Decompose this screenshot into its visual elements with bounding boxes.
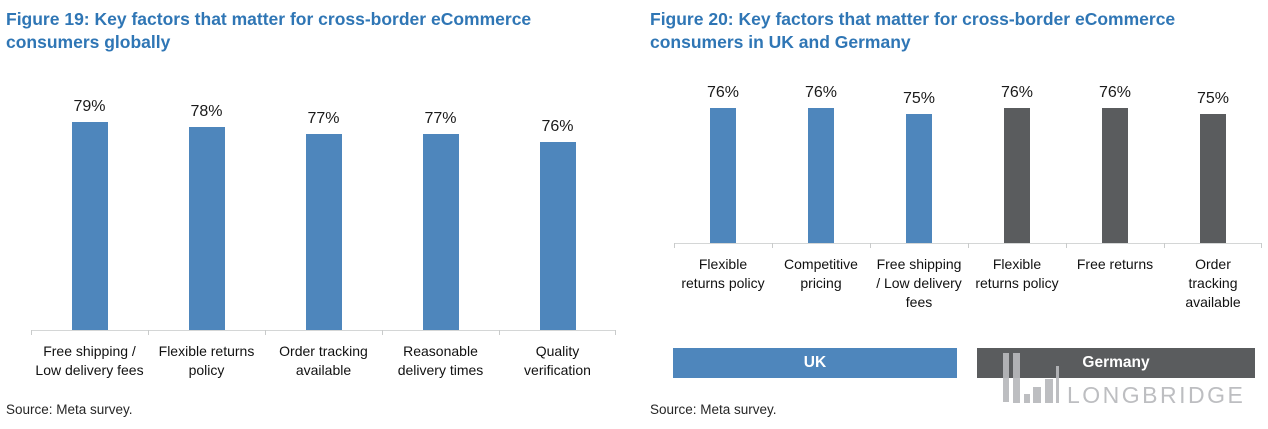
figure20-bar-chart: 76% 76% 75% 76% 76% 75% [674,84,1262,248]
bar-slot: 77% [382,98,499,330]
bar-value-label: 79% [73,98,106,115]
figure20-title: Figure 20: Key factors that matter for c… [650,9,1176,52]
category-label-line: Competitive [784,256,858,272]
category-label: Competitive pricing [772,255,870,312]
figure20-category-labels: Flexible returns policy Competitive pricing… [674,244,1262,312]
bar-reasonable-delivery-times [422,134,459,330]
figure19-bar-chart: 79% 78% 77% 77% 76% [31,98,616,335]
category-label: Quality verification [499,342,616,380]
figure19-title: Figure 19: Key factors that matter for c… [6,9,532,52]
bar-slot: 75% [1164,84,1262,243]
axis-tick [674,243,675,248]
category-label: Order tracking available [265,342,382,380]
category-label-line: returns policy [975,275,1059,291]
legend-germany: Germany [977,348,1255,378]
bar-order-tracking-available [305,134,342,330]
axis-tick [31,330,32,335]
category-label: Free shipping / Low delivery fees [31,342,148,380]
category-label-line: Order tracking [279,343,368,359]
bar-slot: 76% [499,98,616,330]
category-label-line: Free shipping [876,256,962,272]
bar-slot: 76% [1066,84,1164,243]
bar-slot: 76% [772,84,870,243]
bar-value-label: 76% [804,84,838,101]
category-label-line: Order [1195,256,1231,272]
axis-tick [499,330,500,335]
bar-quality-verification [539,141,576,330]
longbridge-watermark-text: LONGBRIDGE [1067,382,1246,408]
figure19-source: Source: Meta survey. [6,402,133,417]
bar-order-tracking-available [1200,114,1226,243]
figure20-source: Source: Meta survey. [650,402,777,417]
bar-slot: 78% [148,98,265,330]
bar-value-label: 76% [1098,84,1132,101]
category-label-line: Flexible [992,256,1042,272]
bar-slot: 76% [968,84,1066,243]
bar-slot: 77% [265,98,382,330]
bar-free-shipping-low-delivery-fees [71,122,108,330]
axis-tick [968,243,969,248]
category-label-line: Flexible returns [158,343,255,359]
bar-value-label: 77% [424,110,457,128]
axis-tick [265,330,266,335]
legend-germany-label: Germany [1082,354,1150,371]
category-label-line: returns policy [681,275,765,291]
bar-competitive-pricing [808,108,834,243]
category-label-line: Quality [535,343,580,359]
category-label-line: available [1185,294,1241,310]
bar-value-label: 78% [190,103,223,120]
axis-tick [771,243,773,248]
bar-free-returns [1102,108,1128,243]
figure19-category-labels: Free shipping / Low delivery fees Flexible… [31,331,616,380]
category-label-line: / Low delivery [876,275,962,291]
bar-free-shipping-low-delivery-fees [906,114,932,243]
bar-value-label: 76% [1000,84,1034,101]
bar-value-label: 76% [541,117,574,135]
category-label-line: Low delivery fees [35,362,144,378]
category-label-line: tracking [1188,275,1238,291]
bar-slot: 76% [674,84,772,243]
axis-tick [1261,243,1262,248]
category-label: Reasonable delivery times [382,342,499,380]
category-label: Flexible returns policy [148,342,265,380]
category-label-line: pricing [800,275,842,291]
category-label: Free returns [1066,255,1164,312]
category-label: Free shipping / Low delivery fees [870,255,968,312]
category-label-line: policy [188,362,225,378]
figure20-panel: Figure 20: Key factors that matter for c… [650,8,1262,417]
category-label-line: Flexible [698,256,748,272]
category-label-line: Free shipping / [43,343,136,359]
bar-slot: 79% [31,98,148,330]
category-label-line: verification [524,362,591,378]
figure20-legend: UK Germany [673,348,1255,378]
axis-tick [1164,243,1165,248]
category-label: Flexible returns policy [968,255,1066,312]
bar-value-label: 75% [902,90,936,107]
figure19-panel: Figure 19: Key factors that matter for c… [6,8,618,417]
bar-flexible-returns-policy [710,108,736,243]
bar-value-label: 77% [307,110,340,128]
bar-value-label: 75% [1196,90,1230,107]
axis-tick [148,330,149,335]
legend-uk-label: UK [803,354,827,371]
category-label: Order tracking available [1164,255,1262,312]
category-label-line: Reasonable [403,343,478,359]
axis-tick [615,330,616,335]
axis-tick [382,330,383,335]
bar-value-label: 76% [706,84,740,101]
category-label-line: delivery times [397,362,484,378]
bar-slot: 75% [870,84,968,243]
axis-tick [869,243,871,248]
legend-uk: UK [673,348,957,378]
axis-tick [1065,243,1067,248]
category-label-line: available [295,362,352,378]
category-label-line: fees [905,294,933,310]
bar-flexible-returns-policy [1004,108,1030,243]
bar-flexible-returns-policy [188,127,225,330]
category-label-line: Free returns [1076,256,1154,272]
category-label: Flexible returns policy [674,255,772,312]
